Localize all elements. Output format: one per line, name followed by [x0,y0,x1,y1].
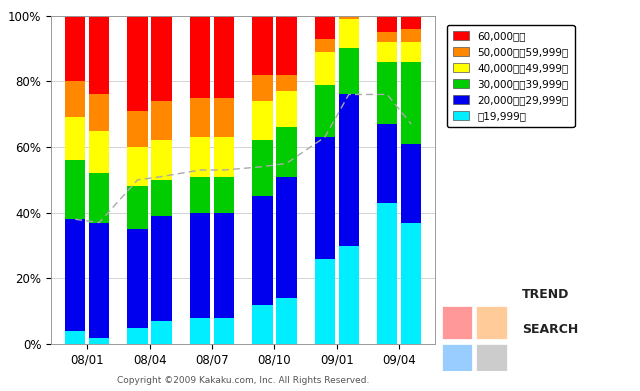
Text: TREND: TREND [522,288,570,301]
Bar [152,321,172,344]
Bar [276,16,296,75]
Bar [276,127,296,177]
Bar [377,124,397,203]
Bar [89,337,109,344]
Bar [442,344,472,377]
Bar [276,177,296,298]
Bar [127,187,148,229]
Bar [252,16,273,75]
Bar [152,180,172,216]
Bar [214,177,234,213]
Bar [315,84,335,137]
Bar [339,246,359,344]
Bar [315,39,335,52]
Bar [89,131,109,173]
Bar [339,9,359,19]
Bar [315,16,335,39]
Bar [377,16,397,32]
Bar [252,196,273,305]
Bar [315,137,335,259]
Bar [89,95,109,131]
Bar [190,213,210,318]
Bar [127,229,148,328]
Bar [214,137,234,177]
Bar [190,177,210,213]
Bar [252,75,273,101]
Bar [152,216,172,321]
Bar [65,160,85,219]
Legend: 60,000円～, 50,000円～59,999円, 40,000円～49,999円, 30,000円～39,999円, 20,000円～29,999円, ～1: 60,000円～, 50,000円～59,999円, 40,000円～49,99… [447,25,575,127]
Bar [65,16,85,81]
Bar [65,117,85,160]
Bar [152,101,172,140]
Bar [401,222,421,344]
Bar [89,173,109,222]
Bar [377,203,397,344]
Bar [276,91,296,127]
Bar [252,305,273,344]
Bar [315,259,335,344]
Bar [214,98,234,137]
Bar [65,331,85,344]
Bar [315,52,335,84]
Bar [190,16,210,98]
Bar [377,32,397,42]
Bar [339,19,359,48]
Bar [127,147,148,187]
Bar [252,101,273,140]
Bar [401,16,421,29]
Text: Copyright ©2009 Kakaku.com, Inc. All Rights Reserved.: Copyright ©2009 Kakaku.com, Inc. All Rig… [117,376,369,385]
Bar [401,62,421,144]
Bar [339,95,359,246]
Bar [214,318,234,344]
Bar [214,16,234,98]
Bar [190,137,210,177]
Bar [377,62,397,124]
Bar [401,42,421,62]
Bar [442,306,472,339]
Bar [89,222,109,337]
Bar [127,328,148,344]
Bar [152,16,172,101]
Bar [190,98,210,137]
Bar [401,29,421,42]
Bar [276,75,296,91]
Bar [127,111,148,147]
Bar [252,140,273,196]
Bar [89,16,109,95]
Bar [339,0,359,9]
Bar [476,306,507,339]
Bar [476,344,507,377]
Bar [401,144,421,222]
Bar [152,140,172,180]
Bar [214,213,234,318]
Bar [127,16,148,111]
Bar [65,81,85,117]
Bar [377,42,397,62]
Bar [190,318,210,344]
Text: SEARCH: SEARCH [522,323,579,336]
Bar [65,219,85,331]
Bar [276,298,296,344]
Bar [339,48,359,95]
